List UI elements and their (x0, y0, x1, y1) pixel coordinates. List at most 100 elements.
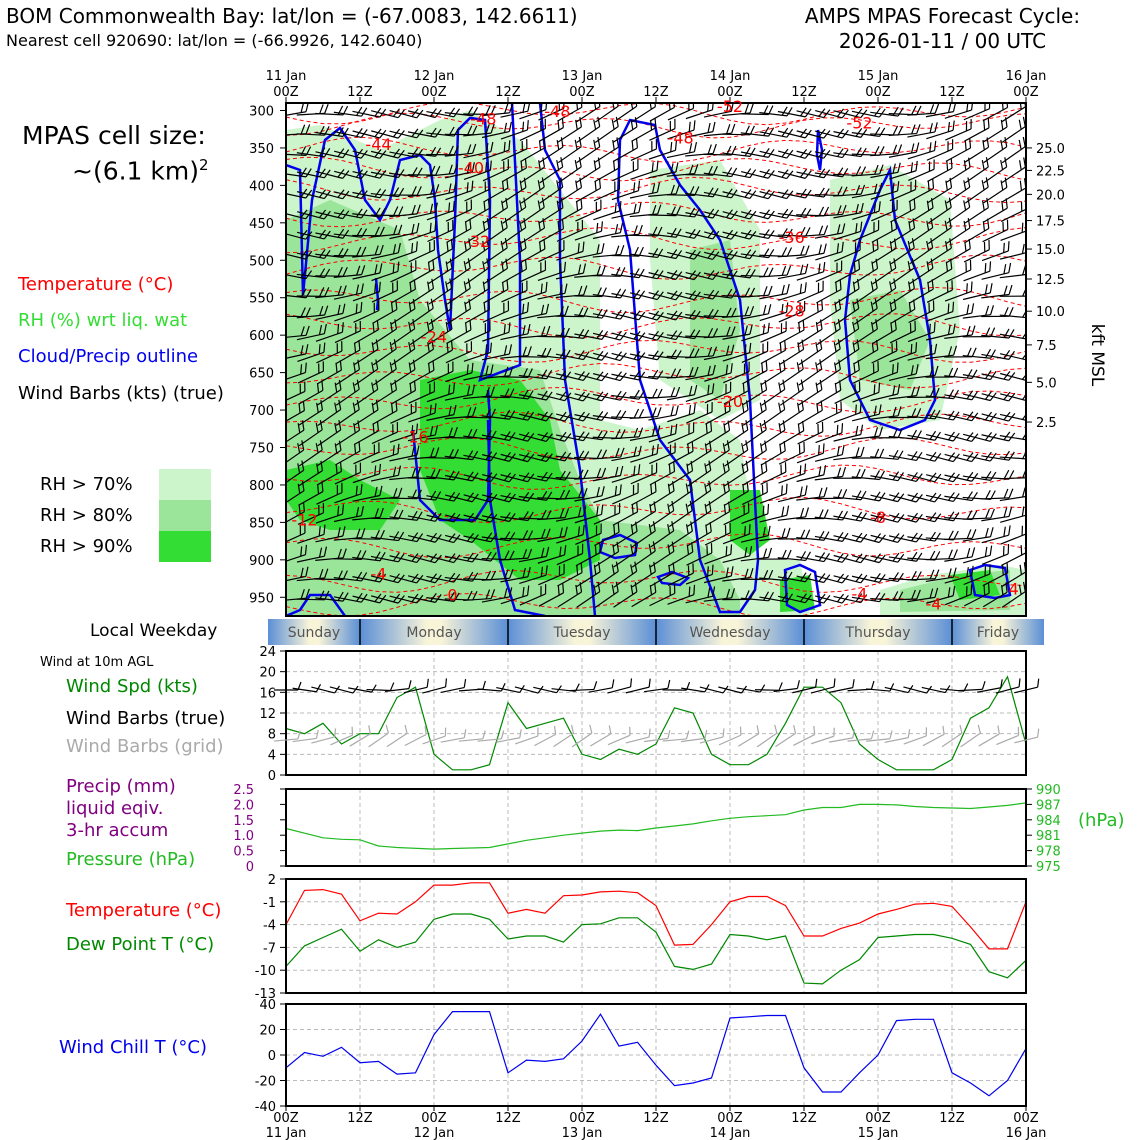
wind-barb-flag (318, 324, 323, 335)
wind-barb (759, 265, 792, 278)
temperature-contour (286, 313, 1026, 339)
wind-barb-flag (786, 107, 793, 117)
wind-barb-flag (299, 383, 301, 394)
wind-barb-flag (334, 422, 338, 433)
wind-barb-staff (612, 168, 639, 182)
wind-barb-flag (371, 382, 375, 393)
wind-barb-grid (884, 729, 911, 743)
wind-barb-flag (361, 572, 368, 582)
wind-barb-flag (392, 282, 394, 293)
wind-barb-flag (977, 724, 981, 734)
wind-barb (870, 125, 904, 136)
bottom-hour-label: 00Z (865, 1111, 891, 1126)
wind-barb-flag (620, 289, 627, 299)
legend-wind-barbs-true: Wind Barbs (true) (66, 708, 226, 729)
wind-barb-flag (356, 265, 361, 276)
legend-precip-3: 3-hr accum (66, 820, 169, 841)
wind-barb-flag (504, 103, 509, 114)
kft-tick-label: 12.5 (1036, 273, 1065, 288)
wind-barb-staff (1000, 230, 1026, 241)
wind-barb-flag (804, 282, 807, 293)
wind-barb-staff (982, 228, 1009, 243)
wind-barb-flag (948, 389, 955, 399)
wind-barb-flag (378, 442, 380, 453)
wind-barb-flag (319, 147, 326, 157)
temperature-contour (286, 286, 1026, 314)
wind-barb-flag (319, 287, 325, 297)
wind-barb-flag (323, 524, 326, 535)
wind-barb-flag (300, 364, 303, 375)
wind-barb-flag (707, 122, 711, 133)
wind-barb-flag (782, 420, 786, 431)
wind-barb-flag (967, 218, 971, 228)
wind-barb-flag (395, 299, 398, 310)
wind-barb (370, 206, 404, 217)
wind-barb-flag (860, 446, 865, 457)
wind-barb-flag (360, 593, 368, 603)
wind-barb-flag (374, 283, 377, 294)
wind-barb-true (958, 681, 986, 692)
wind-barb-flag (966, 471, 974, 481)
wind-barb (315, 127, 349, 138)
wind-barb-flag (638, 268, 645, 278)
wind-barb-flag (971, 347, 977, 358)
wind-barb (870, 144, 903, 157)
legend-pressure: Pressure (hPa) (66, 849, 196, 870)
wind-barb-flag (633, 203, 637, 214)
wind-barb-flag (397, 243, 401, 253)
wind-barb-flag (1003, 450, 1010, 460)
wind-barb-flag (379, 189, 387, 199)
wind-barb-flag (390, 382, 393, 393)
weekday-label: Thursday (844, 625, 910, 641)
wind-barb-staff (796, 474, 824, 483)
legend-rh70-swatch (159, 469, 211, 500)
forecast-cycle-title: AMPS MPAS Forecast Cycle: (804, 4, 1081, 28)
wind-barb-flag (300, 345, 304, 356)
wind-barb-staff (760, 471, 787, 485)
wind-barb-flag (302, 501, 306, 512)
weekday-label: Tuesday (553, 625, 611, 641)
wind-barb-flag (1022, 136, 1026, 147)
wind-barb-flag (1003, 264, 1007, 274)
legend-rh90-swatch (159, 531, 211, 562)
wind-barb-flag (321, 481, 324, 492)
wind-barb (315, 548, 347, 561)
wind-barb-flag (934, 532, 941, 542)
wind-barb-flag (319, 104, 324, 114)
wind-barb-flag (353, 423, 356, 434)
wind-barb (851, 145, 885, 156)
wind-barb (370, 531, 405, 542)
wind-barb-staff (945, 128, 972, 141)
wind-barb-flag (301, 460, 305, 471)
wind-barb-staff (814, 454, 843, 462)
top-hour-label: 00Z (1013, 85, 1039, 100)
wind-barb-flag (667, 679, 671, 689)
cloud-outline (783, 563, 822, 614)
wind-barb-flag (393, 531, 400, 541)
wind-barb-flag (371, 684, 377, 693)
wind-barb-flag (985, 305, 990, 316)
wind-barb-flag (805, 245, 810, 256)
wind-barb-flag (988, 239, 990, 250)
wind-barb-flag (392, 424, 394, 435)
kft-tick-label: 10.0 (1036, 305, 1065, 320)
wind-barb-flag (615, 288, 622, 298)
wind-barb-flag (297, 423, 301, 433)
wind-barb-flag (341, 322, 344, 333)
wind-barb-staff (311, 736, 335, 744)
pressure-tick-label: 700 (249, 404, 274, 419)
top-hour-label: 00Z (865, 85, 891, 100)
wind-barb-grid (756, 724, 778, 748)
precip-left-tick-label: 1.5 (233, 814, 254, 829)
wind-barb-flag (305, 168, 312, 178)
wind-barb-flag (833, 678, 836, 687)
wind-barb-flag (299, 525, 301, 536)
wind-barb-flag (934, 103, 940, 114)
wind-barb-flag (620, 245, 625, 255)
wind-barb-flag (300, 269, 308, 279)
wind-barb-flag (1037, 728, 1040, 738)
wind-barb-flag (971, 325, 976, 336)
precip-left-tick-label: 2.0 (233, 798, 254, 813)
wind-barb-flag (393, 359, 397, 370)
wind-barb-flag (804, 485, 808, 496)
